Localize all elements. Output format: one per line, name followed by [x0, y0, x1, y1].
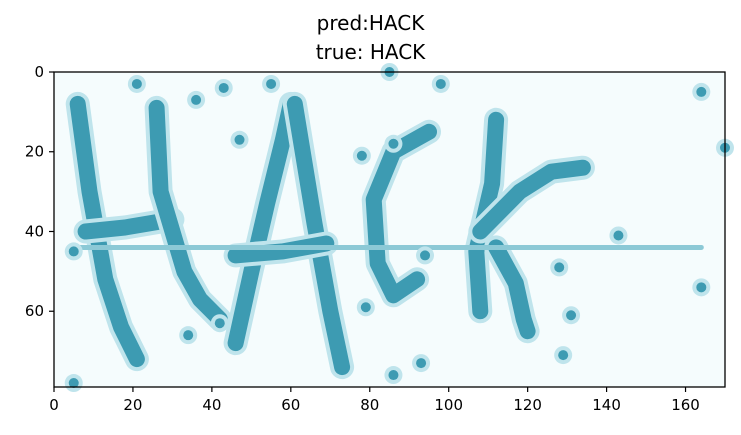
y-tick-label: 20 [25, 143, 44, 161]
plot-title-pred: pred:HACK [316, 11, 425, 35]
axes-frame [53, 71, 726, 388]
noise-dot [388, 138, 399, 149]
x-tick-label: 160 [671, 396, 700, 414]
noise-dot [554, 262, 565, 273]
noise-dot [696, 282, 707, 293]
x-tick-label: 140 [592, 396, 621, 414]
y-tick-label: 0 [34, 63, 44, 81]
noise-dot [234, 134, 245, 145]
noise-dot [214, 318, 225, 329]
letter-k-leg [488, 239, 536, 340]
x-tick-label: 120 [513, 396, 542, 414]
letter-h-left-stem [69, 95, 145, 368]
captcha-image [54, 63, 734, 393]
noise-dot [360, 302, 371, 313]
noise-dot [388, 370, 399, 381]
x-axis: 0 20 40 60 80 100 120 140 160 [49, 387, 700, 414]
x-tick-label: 100 [434, 396, 463, 414]
x-tick-label: 40 [202, 396, 221, 414]
letter-k-arm [472, 159, 591, 240]
x-tick-label: 0 [49, 396, 59, 414]
noise-dot [435, 78, 446, 89]
noise-dot [566, 310, 577, 321]
noise-dot [218, 82, 229, 93]
noise-dot [696, 86, 707, 97]
letter-h-crossbar [77, 211, 181, 240]
noise-dot [191, 94, 202, 105]
y-tick-label: 60 [25, 302, 44, 320]
x-tick-label: 20 [123, 396, 142, 414]
x-tick-label: 60 [281, 396, 300, 414]
plot-title-true: true: HACK [315, 40, 426, 64]
x-tick-label: 80 [360, 396, 379, 414]
captcha-letters [65, 91, 704, 380]
letter-a-right-leg [286, 95, 351, 376]
noise-dot [420, 250, 431, 261]
y-axis: 0 20 40 60 [25, 63, 54, 320]
letter-h-right-stem [148, 99, 228, 328]
noise-dot [613, 230, 624, 241]
noise-dot [68, 378, 79, 389]
letter-a-left-leg [227, 95, 299, 352]
noise-dot [416, 358, 427, 369]
y-tick-label: 40 [25, 222, 44, 240]
noise-dot [68, 246, 79, 257]
noise-dot [131, 78, 142, 89]
noise-dot [183, 330, 194, 341]
noise-dot [558, 350, 569, 361]
noise-dot [266, 78, 277, 89]
noise-dot [356, 150, 367, 161]
